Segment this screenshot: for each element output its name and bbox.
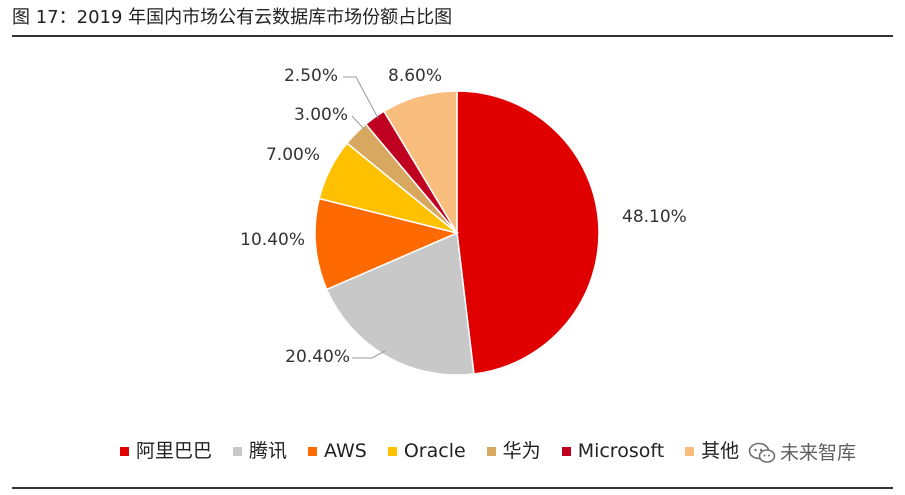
- pie-slice-6: [382, 90, 458, 236]
- pie-slice-0: [456, 90, 600, 375]
- legend-label-0: 阿里巴巴: [136, 440, 213, 462]
- pie-slice-2: [314, 197, 460, 291]
- chart-legend: 阿里巴巴 腾讯 AWS Oracle 华为 Microsoft 其他: [120, 437, 760, 465]
- legend-label-1: 腾讯: [249, 440, 288, 462]
- leader-line-1: [352, 350, 386, 359]
- leader-line-4: [351, 115, 366, 131]
- pie-data-labels: 48.10% 20.40% 10.40% 7.00% 3.00% 2.50% 8.60%: [240, 66, 687, 367]
- legend-item-1: 腾讯: [233, 439, 287, 463]
- legend-label-3: Oracle: [403, 440, 466, 462]
- legend-swatch-6: [685, 446, 695, 456]
- legend-item-6: 其他: [685, 439, 739, 463]
- data-label-0: 48.10%: [622, 207, 687, 227]
- watermark: 未来智库: [748, 441, 856, 465]
- pie-slice-1: [325, 231, 475, 376]
- legend-swatch-4: [486, 446, 496, 456]
- watermark-text: 未来智库: [780, 442, 857, 464]
- legend-swatch-3: [387, 446, 397, 456]
- legend-item-2: AWS: [308, 439, 367, 463]
- legend-item-4: 华为: [486, 439, 541, 463]
- figure-title: 图 17：2019 年国内市场公有云数据库市场份额占比图: [12, 7, 453, 28]
- legend-label-4: 华为: [502, 440, 541, 462]
- legend-label-6: 其他: [701, 440, 740, 462]
- leader-line-5: [343, 76, 379, 119]
- top-rule: [12, 35, 893, 37]
- legend-swatch-2: [308, 446, 318, 456]
- wechat-icon: [748, 442, 776, 463]
- legend-item-0: 阿里巴巴: [120, 439, 212, 463]
- legend-swatch-1: [233, 446, 243, 456]
- data-label-1: 20.40%: [285, 347, 350, 367]
- data-label-5: 2.50%: [284, 66, 338, 86]
- bottom-rule: [12, 487, 893, 489]
- legend-swatch-0: [120, 446, 129, 456]
- legend-label-2: AWS: [324, 440, 367, 462]
- data-label-2: 10.40%: [240, 230, 305, 250]
- pie-slices: [314, 90, 600, 376]
- legend-item-5: Microsoft: [561, 439, 665, 463]
- legend-swatch-5: [561, 446, 571, 456]
- legend-item-3: Oracle: [387, 439, 466, 463]
- data-label-6: 8.60%: [388, 66, 442, 86]
- legend-label-5: Microsoft: [577, 440, 665, 462]
- data-label-4: 3.00%: [294, 105, 348, 125]
- data-label-3: 7.00%: [266, 145, 320, 165]
